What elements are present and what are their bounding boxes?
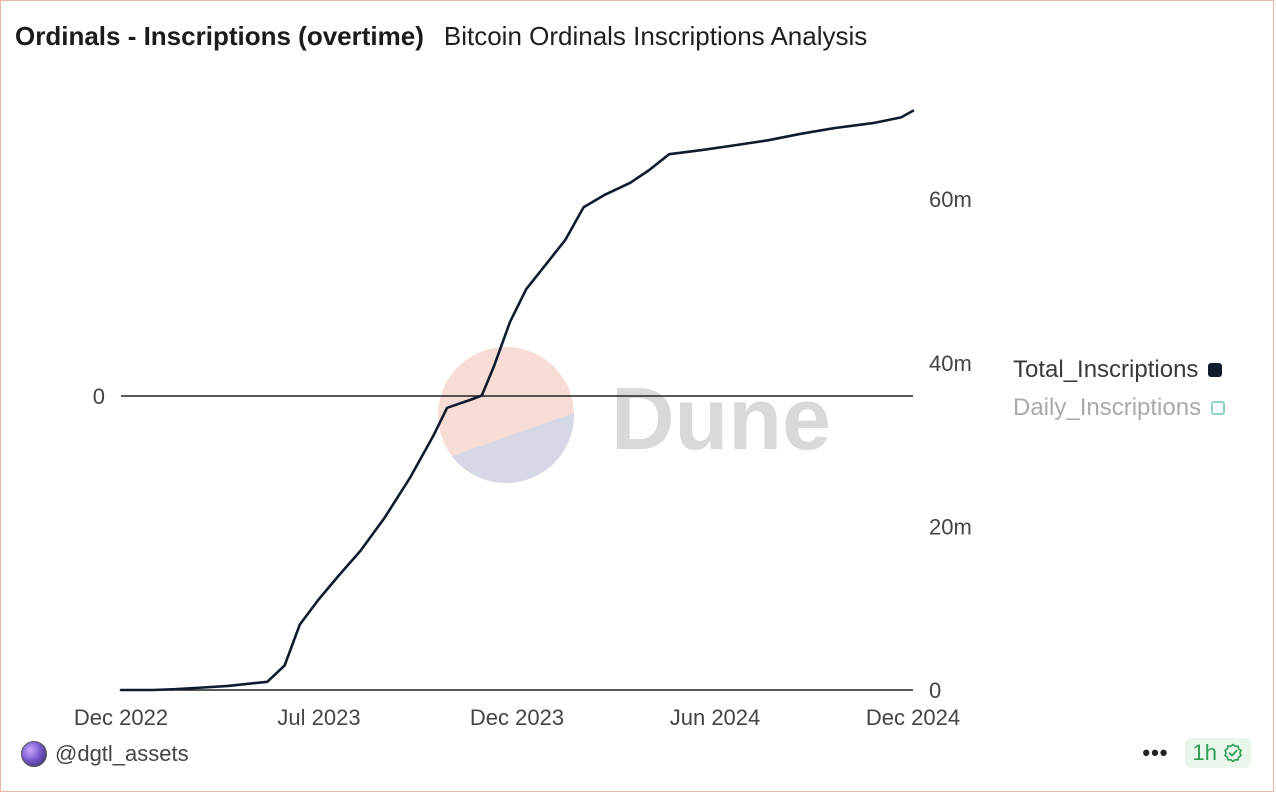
right-axis-tick-label: 20m <box>929 514 972 539</box>
x-axis-tick-label: Dec 2023 <box>470 705 564 730</box>
x-axis-tick-label: Jun 2024 <box>670 705 761 730</box>
svg-text:Dune: Dune <box>611 369 831 468</box>
right-axis-tick-label: 0 <box>929 678 941 703</box>
legend-label: Daily_Inscriptions <box>1013 394 1202 421</box>
legend-label: Total_Inscriptions <box>1013 356 1199 383</box>
footer-actions: ••• 1h <box>1142 738 1251 768</box>
more-options-button[interactable]: ••• <box>1142 740 1169 765</box>
right-axis-tick-label: 40m <box>929 351 972 376</box>
chart-subtitle: Bitcoin Ordinals Inscriptions Analysis <box>443 21 868 51</box>
chart-header: Ordinals - Inscriptions (overtime) Bitco… <box>15 21 867 57</box>
legend-item-total-inscriptions[interactable]: Total_Inscriptions <box>1013 351 1225 389</box>
author-handle[interactable]: @dgtl_assets <box>55 741 189 766</box>
right-axis-tick-label: 60m <box>929 187 972 212</box>
x-axis-tick-label: Dec 2022 <box>74 705 168 730</box>
legend-swatch-filled <box>1208 363 1223 377</box>
x-axis-tick-label: Jul 2023 <box>277 705 360 730</box>
left-axis-tick-label: 0 <box>93 384 105 409</box>
chart-legend: Total_Inscriptions Daily_Inscriptions <box>1013 351 1226 427</box>
chart-title: Ordinals - Inscriptions (overtime) <box>15 21 424 51</box>
verified-check-icon <box>1224 743 1242 763</box>
legend-swatch-outline <box>1211 401 1226 415</box>
avatar[interactable] <box>21 741 47 767</box>
author-block[interactable]: @dgtl_assets <box>21 741 189 767</box>
x-axis-tick-label: Dec 2024 <box>866 705 960 730</box>
refresh-interval: 1h <box>1192 740 1217 765</box>
legend-item-daily-inscriptions[interactable]: Daily_Inscriptions <box>1013 389 1226 427</box>
refresh-badge[interactable]: 1h <box>1184 738 1251 768</box>
dune-watermark: Dune <box>438 347 831 483</box>
series-line-total-inscriptions <box>119 109 915 692</box>
